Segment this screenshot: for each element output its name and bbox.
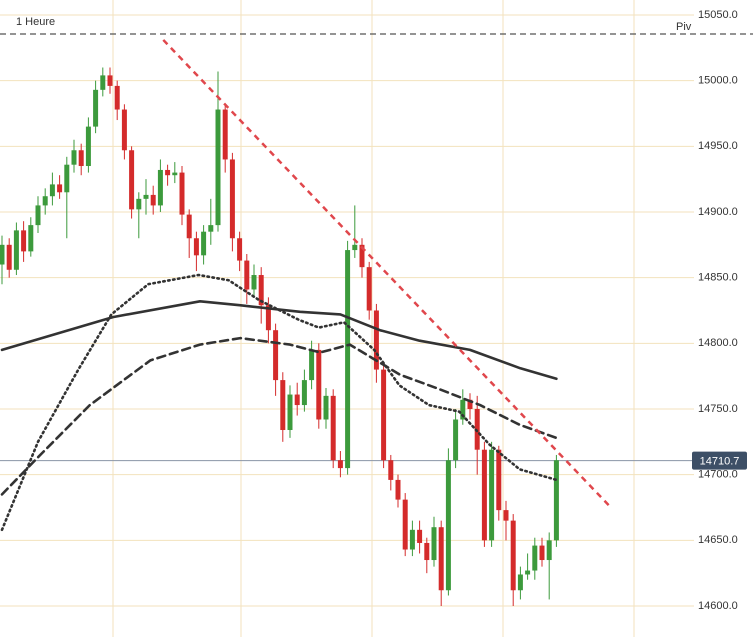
candle-body: [402, 499, 408, 550]
candle-body: [0, 244, 5, 265]
moving-average: [0, 300, 558, 381]
candle-body: [280, 380, 286, 431]
candle-body: [114, 85, 120, 110]
candle-body: [316, 349, 322, 420]
candle-body: [323, 395, 329, 420]
candle-body: [42, 196, 48, 206]
candle-body: [121, 109, 127, 151]
chart-title: 1 Heure: [16, 16, 55, 28]
candle-body: [337, 460, 343, 469]
candle-body: [57, 184, 63, 193]
trend-line: [162, 39, 611, 508]
candle-body: [93, 89, 99, 127]
last-price-badge: [692, 451, 747, 470]
candle-body: [251, 275, 257, 290]
candle-body: [539, 545, 545, 561]
candle-body: [345, 250, 351, 469]
candle-body: [409, 529, 415, 550]
candle-body: [388, 460, 394, 480]
candle-body: [172, 172, 178, 176]
candle-body: [193, 238, 199, 256]
candle-body: [294, 394, 300, 406]
candle-body: [265, 305, 271, 331]
candle-body: [186, 214, 192, 239]
candle-body: [64, 164, 70, 193]
candle-body: [129, 150, 135, 210]
candle-body: [553, 460, 559, 541]
candle-body: [330, 395, 336, 461]
candle-body: [273, 330, 279, 381]
candle-body: [525, 570, 531, 575]
moving-average: [0, 273, 558, 532]
y-tick-label: 15050.0: [698, 9, 738, 21]
candle-body: [301, 380, 307, 406]
candle-body: [35, 205, 41, 226]
candle-body: [489, 449, 495, 541]
candle-body: [467, 399, 473, 409]
candle-body: [85, 126, 91, 167]
candle-body: [143, 194, 149, 199]
candle-body: [438, 527, 444, 591]
candle-body: [6, 244, 12, 270]
candle-body: [373, 310, 379, 370]
candle-body: [21, 230, 27, 252]
moving-average: [0, 336, 558, 496]
candle-body: [28, 225, 34, 252]
candle-body: [78, 150, 84, 167]
candle-body: [208, 225, 214, 232]
candle-body: [49, 184, 55, 197]
candle-body: [136, 198, 142, 210]
time-grid: [112, 0, 635, 637]
y-tick-label: 14750.0: [698, 403, 738, 415]
candle-body: [510, 520, 516, 591]
candle-body: [179, 172, 185, 215]
candle-body: [417, 529, 423, 543]
candle-body: [150, 194, 156, 206]
candle-body: [107, 75, 113, 86]
y-tick-label: 14900.0: [698, 206, 738, 218]
candle-body: [503, 510, 509, 521]
last-price-label: 14710.7: [700, 456, 740, 468]
candle-body: [215, 109, 221, 226]
y-tick-label: 14800.0: [698, 337, 738, 349]
candle-body: [201, 231, 207, 256]
candle-body: [100, 75, 106, 90]
candle-body: [481, 449, 487, 541]
candle-body: [453, 419, 459, 461]
candle-body: [258, 275, 264, 306]
candle-body: [517, 574, 523, 591]
candle-body: [237, 238, 243, 261]
candle-body: [244, 260, 250, 290]
candle-body: [424, 542, 430, 561]
candle-body: [445, 460, 451, 591]
pivot-label: Piv: [676, 21, 692, 33]
candle-body: [431, 527, 437, 561]
y-tick-label: 15000.0: [698, 75, 738, 87]
candle-body: [532, 545, 538, 571]
candle-body: [460, 399, 466, 420]
candle-body: [546, 540, 552, 561]
candle-body: [222, 109, 228, 160]
candle-body: [395, 479, 401, 500]
candle-body: [71, 150, 77, 165]
y-tick-label: 14600.0: [698, 600, 738, 612]
candle-body: [366, 267, 372, 311]
candle-body: [165, 169, 171, 176]
candle-body: [309, 349, 315, 381]
candle-body: [157, 169, 163, 206]
y-tick-label: 14700.0: [698, 469, 738, 481]
candle-body: [287, 394, 293, 431]
candle-body: [352, 244, 358, 251]
candle-body: [359, 244, 365, 268]
candle-body: [496, 449, 502, 511]
candle-body: [381, 369, 387, 461]
y-tick-label: 14650.0: [698, 534, 738, 546]
candle-body: [13, 230, 19, 270]
y-tick-label: 14950.0: [698, 140, 738, 152]
candle-body: [229, 159, 235, 239]
y-tick-label: 14850.0: [698, 272, 738, 284]
